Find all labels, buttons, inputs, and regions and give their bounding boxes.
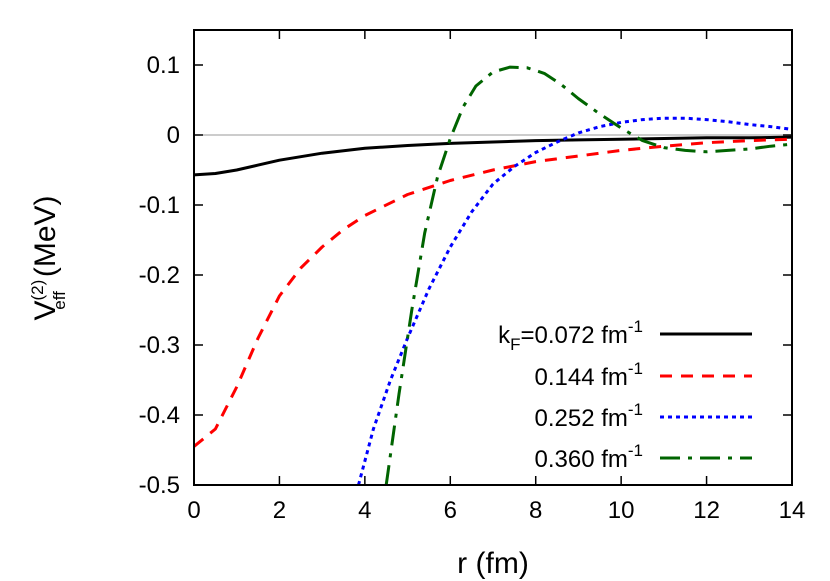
x-tick-label: 2 <box>273 497 286 524</box>
series-layer <box>194 65 792 485</box>
ticks-layer: 0 2 4 6 8 10 12 14 0.1 0 -0.1 -0.2 -0.3 -0.4 -0.5 <box>139 30 806 524</box>
y-tick-label: -0.5 <box>139 472 180 499</box>
legend-label: 0.360 fm-1 <box>534 441 643 473</box>
svg-text:V(2)eff(MeV): V(2) eff (MeV) <box>28 195 69 320</box>
x-tick-label: 12 <box>693 497 720 524</box>
legend-label: 0.252 fm-1 <box>534 400 643 432</box>
series-line-4 <box>384 65 792 485</box>
x-tick-label: 6 <box>444 497 457 524</box>
x-tick-label: 10 <box>608 497 635 524</box>
x-tick-label: 14 <box>779 497 806 524</box>
y-axis-title-unit: (MeV) <box>29 195 62 277</box>
x-axis-title: r (fm) <box>457 547 529 580</box>
y-axis-title-base: V <box>29 301 62 321</box>
y-tick-label: -0.2 <box>139 262 180 289</box>
y-tick-label: -0.3 <box>139 332 180 359</box>
plot-frame <box>193 29 793 486</box>
y-tick-label: -0.4 <box>139 402 180 429</box>
y-axis-title-sup: (2) <box>28 280 47 301</box>
x-tick-label: 4 <box>358 497 371 524</box>
legend-label: kF=0.072 fm-1 <box>498 317 643 354</box>
legend: kF=0.072 fm-1 0.144 fm-1 0.252 fm-1 0.360 f… <box>498 317 752 473</box>
y-tick-label: 0 <box>167 122 180 149</box>
y-axis-title-sub: eff <box>50 291 69 310</box>
legend-entry-1: kF=0.072 fm-1 <box>498 317 752 354</box>
legend-entry-2: 0.144 fm-1 <box>534 359 752 391</box>
legend-entry-3: 0.252 fm-1 <box>534 400 752 432</box>
legend-label: 0.144 fm-1 <box>534 359 643 391</box>
series-line-1 <box>194 135 792 177</box>
y-axis-title: V(2) eff (MeV) <box>28 195 69 320</box>
series-line-2 <box>194 137 792 448</box>
y-tick-label: 0.1 <box>147 52 180 79</box>
legend-entry-4: 0.360 fm-1 <box>534 441 752 473</box>
x-tick-label: 0 <box>187 497 200 524</box>
y-tick-label: -0.1 <box>139 192 180 219</box>
x-tick-label: 8 <box>529 497 542 524</box>
